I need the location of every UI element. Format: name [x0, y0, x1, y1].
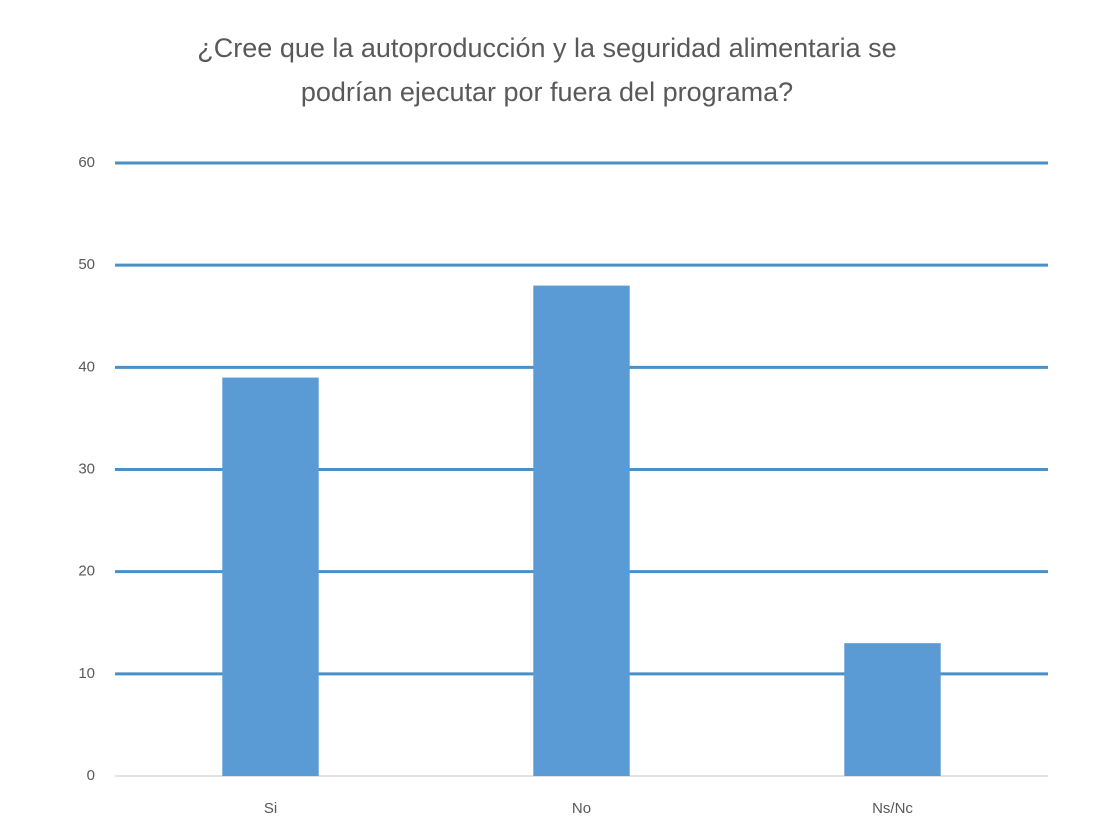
bar: [222, 377, 319, 776]
y-tick-label: 50: [78, 256, 95, 273]
y-tick-label: 20: [78, 563, 95, 580]
y-tick-label: 0: [87, 767, 95, 784]
bar: [533, 285, 630, 776]
x-tick-label: Ns/Nc: [872, 800, 913, 817]
y-tick-label: 10: [78, 665, 95, 682]
bar: [844, 643, 941, 776]
x-tick-label: No: [572, 800, 591, 817]
y-tick-label: 30: [78, 460, 95, 477]
chart-title: ¿Cree que la autoproducción y la segurid…: [197, 33, 897, 107]
y-tick-label: 40: [78, 358, 95, 375]
x-tick-label: Si: [264, 800, 277, 817]
y-tick-label: 60: [78, 154, 95, 171]
